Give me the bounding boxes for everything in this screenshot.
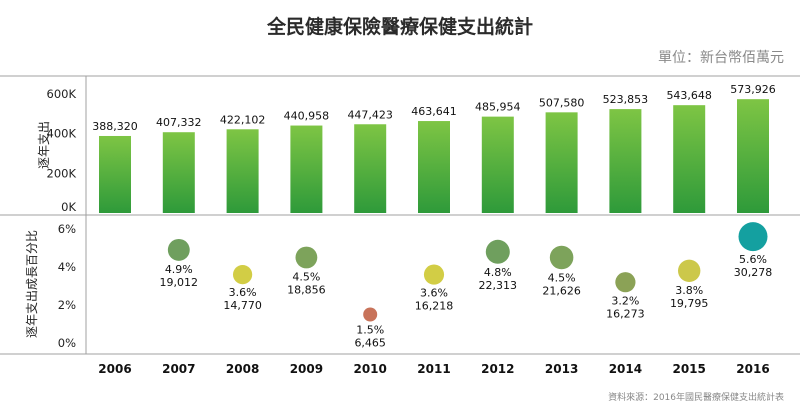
bubble-2015 [678,259,701,282]
bar-ylabel: 逐年支出 [37,121,51,169]
bubble-amount-label: 22,313 [479,279,518,292]
bar-2009 [290,125,323,213]
x-tick-2013: 2013 [545,362,578,376]
bar-2013 [545,112,578,213]
bar-ytick-label: 0K [61,200,76,214]
bar-2008 [226,129,259,213]
bar-value-label: 407,332 [156,116,202,129]
bubble-ytick-label: 4% [58,260,76,274]
bar-value-label: 422,102 [220,113,266,126]
bubble-ytick-label: 0% [58,336,76,350]
x-tick-2014: 2014 [609,362,642,376]
bubble-series: 4.9%19,0123.6%14,7704.5%18,8561.5%6,4653… [160,222,773,350]
x-tick-2009: 2009 [290,362,323,376]
bar-value-label: 543,648 [666,89,712,102]
x-tick-2008: 2008 [226,362,259,376]
bar-ytick-label: 200K [47,166,77,180]
bubble-percent-label: 3.6% [229,286,257,299]
bubble-2009 [295,246,318,269]
bar-2006 [99,135,131,213]
chart-title: 全民健康保險醫療保健支出統計 [266,15,533,38]
bubble-amount-label: 16,273 [606,307,645,320]
bubble-percent-label: 5.6% [739,253,767,266]
bubble-2016 [738,222,768,252]
x-axis-ticks: 2006 2007 2008 2009 2010 2011 2012 2013 2014 2015… [98,362,769,376]
bubble-percent-label: 4.5% [292,270,320,283]
bar-value-label: 523,853 [603,93,649,106]
bubble-amount-label: 21,626 [542,284,581,297]
bar-value-label: 388,320 [92,120,138,133]
bubble-amount-label: 14,770 [223,299,262,312]
x-tick-2006: 2006 [98,362,131,376]
bubble-2010 [363,307,378,322]
bubble-2012 [485,239,510,264]
bar-2014 [609,109,642,213]
bar-2012 [481,116,514,213]
x-tick-2010: 2010 [353,362,386,376]
bubble-percent-label: 3.8% [675,284,703,297]
bubble-percent-label: 1.5% [356,324,384,337]
bubble-2014 [615,272,636,293]
bar-ytick-label: 400K [47,127,77,141]
source-note: 資料來源：2016年國民醫療保健支出統計表 [608,391,784,403]
bar-2007 [162,132,195,213]
bubble-percent-label: 4.8% [484,266,512,279]
bar-value-label: 440,958 [284,110,330,123]
bar-2010 [354,124,387,213]
bar-value-label: 507,580 [539,96,585,109]
bubble-percent-label: 3.6% [420,287,448,300]
bubble-amount-label: 30,278 [734,266,773,279]
bar-value-label: 485,954 [475,101,521,114]
bubble-2013 [549,245,574,270]
unit-label: 單位：新台幣佰萬元 [658,50,784,66]
bar-series: 388,320 407,332 422,102 440,958 447,423 463,6… [92,83,776,213]
bar-2015 [673,105,706,213]
bubble-percent-label: 4.9% [165,263,193,276]
bar-ytick-label: 600K [47,87,77,101]
bar-y-ticks: 0K 200K 400K 600K [47,87,77,214]
x-tick-2015: 2015 [672,362,705,376]
bubble-y-ticks: 0% 2% 4% 6% [58,222,76,350]
bubble-amount-label: 19,012 [160,276,199,289]
bar-value-label: 447,423 [347,108,393,121]
bubble-ytick-label: 6% [58,222,76,236]
bar-2016 [737,99,769,213]
bubble-amount-label: 6,465 [354,337,386,350]
bubble-amount-label: 16,218 [415,300,454,313]
x-tick-2016: 2016 [736,362,769,376]
bubble-ylabel: 逐年支出成長百分比 [25,230,39,338]
bubble-2008 [232,264,253,285]
bubble-ytick-label: 2% [58,298,76,312]
x-tick-2011: 2011 [417,362,450,376]
bubble-percent-label: 4.5% [548,271,576,284]
bar-value-label: 573,926 [730,83,776,96]
bar-2011 [418,121,450,213]
bubble-amount-label: 19,795 [670,297,709,310]
x-tick-2007: 2007 [162,362,195,376]
bubble-2007 [167,238,190,261]
bar-value-label: 463,641 [411,105,457,118]
x-tick-2012: 2012 [481,362,514,376]
bubble-amount-label: 18,856 [287,283,326,296]
bubble-percent-label: 3.2% [611,294,639,307]
bubble-2011 [423,264,445,285]
